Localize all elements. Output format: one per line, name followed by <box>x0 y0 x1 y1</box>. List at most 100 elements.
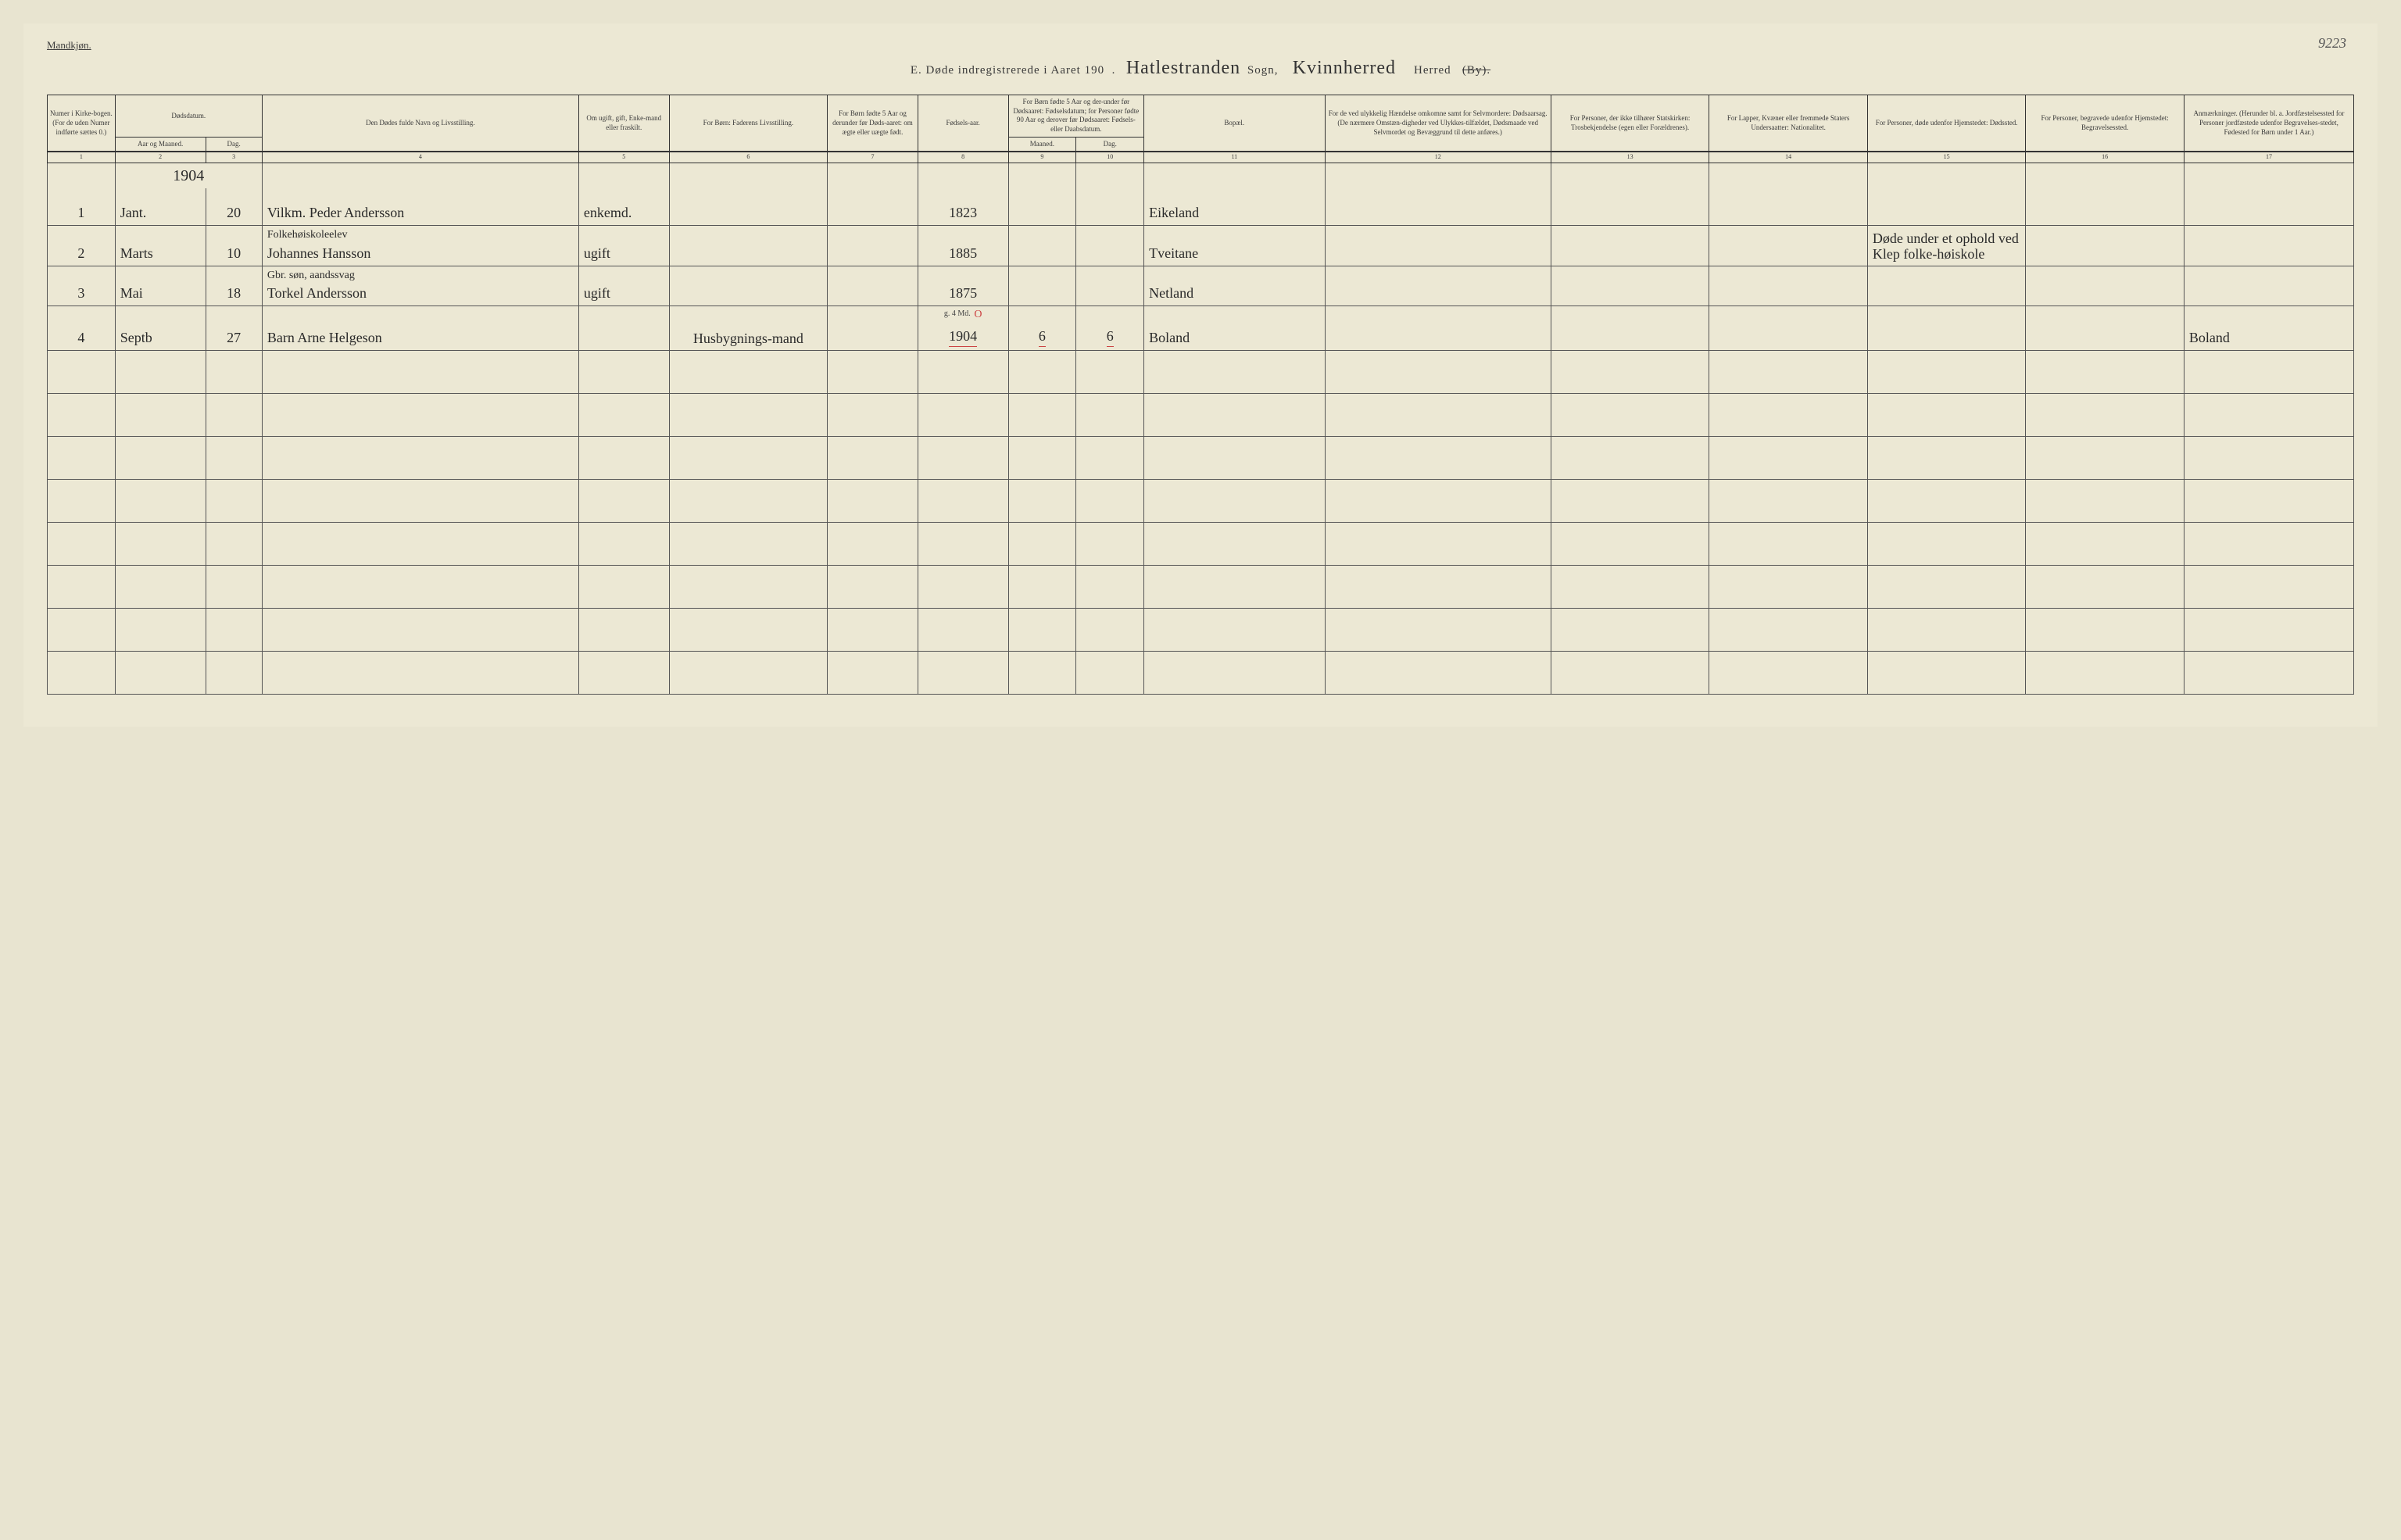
cell-residence: Boland <box>1144 306 1325 351</box>
header-c9-10: For Børn fødte 5 Aar og der-under før Dø… <box>1008 95 1144 138</box>
empty-row <box>48 437 2354 480</box>
herred-label: Herred <box>1414 64 1451 77</box>
cell-remarks <box>2184 188 2353 226</box>
cell-residence: Eikeland <box>1144 188 1325 226</box>
cell-faith <box>1551 266 1709 306</box>
cell-month: Septb <box>115 306 206 351</box>
header-c15: For Personer, døde udenfor Hjemstedet: D… <box>1867 95 2026 152</box>
header-c9: Maaned. <box>1008 137 1076 152</box>
b-month-text: 6 <box>1039 327 1046 347</box>
table-row: 2 Marts 10 Folkehøiskoleelev Johannes Ha… <box>48 226 2354 266</box>
colnum: 8 <box>918 152 1008 163</box>
cell-faith <box>1551 226 1709 266</box>
cell-nat <box>1709 306 1868 351</box>
header-c7: For Børn fødte 5 Aar og derunder før Død… <box>828 95 918 152</box>
colnum: 14 <box>1709 152 1868 163</box>
colnum: 15 <box>1867 152 2026 163</box>
cell-name: Barn Arne Helgeson <box>262 306 578 351</box>
cell-status: ugift <box>578 226 669 266</box>
cell-name: Gbr. søn, aandssvag Torkel Andersson <box>262 266 578 306</box>
cell-status: ugift <box>578 266 669 306</box>
sogn-name: Hatlestranden <box>1123 58 1243 78</box>
cell-faith <box>1551 188 1709 226</box>
cell-status: enkemd. <box>578 188 669 226</box>
by-struck: (By). <box>1462 64 1490 77</box>
cell-nat <box>1709 226 1868 266</box>
colnum: 11 <box>1144 152 1325 163</box>
table-row: 1 Jant. 20 Vilkm. Peder Andersson enkemd… <box>48 188 2354 226</box>
header-c17: Anmærkninger. (Herunder bl. a. Jordfæste… <box>2184 95 2353 152</box>
empty-row <box>48 351 2354 394</box>
cell-burial <box>2026 188 2185 226</box>
cell-legit <box>828 306 918 351</box>
header-c16: For Personer, begravede udenfor Hjemsted… <box>2026 95 2185 152</box>
empty-row <box>48 394 2354 437</box>
year-cell: 1904 <box>115 163 262 188</box>
cell-name: Folkehøiskoleelev Johannes Hansson <box>262 226 578 266</box>
header-c5: Om ugift, gift, Enke-mand eller fraskilt… <box>578 95 669 152</box>
register-table: Numer i Kirke-bogen. (For de uden Numer … <box>47 95 2354 695</box>
cell-b-day <box>1076 266 1144 306</box>
red-circle-icon: O <box>974 309 982 320</box>
cell-name: Vilkm. Peder Andersson <box>262 188 578 226</box>
table-head: Numer i Kirke-bogen. (For de uden Numer … <box>48 95 2354 163</box>
colnum: 13 <box>1551 152 1709 163</box>
register-page: 9223 Mandkjøn. E. Døde indregistrerede i… <box>23 23 2378 727</box>
year-row: 1904 <box>48 163 2354 188</box>
title-row: E. Døde indregistrerede i Aaret 190 . Ha… <box>47 58 2354 79</box>
colnum: 3 <box>206 152 262 163</box>
table-body: 1904 1 Jant. 20 Vilkm. Peder Andersson e… <box>48 163 2354 694</box>
page-number: 9223 <box>2318 35 2346 52</box>
header-c11: Bopæl. <box>1144 95 1325 152</box>
cell-residence: Tveitane <box>1144 226 1325 266</box>
colnum: 2 <box>115 152 206 163</box>
cell-b-month <box>1008 226 1076 266</box>
cell-cause <box>1325 306 1551 351</box>
cell-birth-year: 1823 <box>918 188 1008 226</box>
cell-day: 27 <box>206 306 262 351</box>
cell-nat <box>1709 266 1868 306</box>
colnum: 16 <box>2026 152 2185 163</box>
header-c10: Dag. <box>1076 137 1144 152</box>
empty-row <box>48 523 2354 566</box>
cell-legit <box>828 188 918 226</box>
header-c4: Den Dødes fulde Navn og Livsstilling. <box>262 95 578 152</box>
cell-burial <box>2026 266 2185 306</box>
name-text: Peder Andersson <box>310 205 404 220</box>
cell-day: 18 <box>206 266 262 306</box>
cell-num: 1 <box>48 188 116 226</box>
cell-father: Husbygnings-mand <box>669 306 828 351</box>
empty-row <box>48 480 2354 523</box>
cell-death-place <box>1867 306 2026 351</box>
colnum: 6 <box>669 152 828 163</box>
name-text: Johannes Hansson <box>267 245 371 261</box>
colnum: 12 <box>1325 152 1551 163</box>
cell-birth-year: 1885 <box>918 226 1008 266</box>
cell-month: Jant. <box>115 188 206 226</box>
cell-month: Mai <box>115 266 206 306</box>
cell-b-day <box>1076 188 1144 226</box>
cell-birth-year: 1875 <box>918 266 1008 306</box>
empty-row <box>48 609 2354 652</box>
empty-row <box>48 652 2354 695</box>
cell-residence: Netland <box>1144 266 1325 306</box>
colnum: 4 <box>262 152 578 163</box>
occupation-text: Vilkm. <box>267 205 306 220</box>
cell-cause <box>1325 266 1551 306</box>
cell-father <box>669 226 828 266</box>
cell-father <box>669 188 828 226</box>
cell-death-place <box>1867 266 2026 306</box>
cell-birth-year: g. 4 Md. O 1904 <box>918 306 1008 351</box>
header-c12: For de ved ulykkelig Hændelse omkomne sa… <box>1325 95 1551 152</box>
column-number-row: 1 2 3 4 5 6 7 8 9 10 11 12 13 14 15 16 1… <box>48 152 2354 163</box>
header-c2-3: Dødsdatum. <box>115 95 262 138</box>
name-text: Barn Arne Helgeson <box>267 330 382 345</box>
occupation-text: Folkehøiskoleelev <box>267 228 577 242</box>
cell-day: 10 <box>206 226 262 266</box>
cell-cause <box>1325 188 1551 226</box>
annotation-text: g. 4 Md. <box>944 309 971 318</box>
header-c14: For Lapper, Kvæner eller fremmede Stater… <box>1709 95 1868 152</box>
cell-month: Marts <box>115 226 206 266</box>
colnum: 9 <box>1008 152 1076 163</box>
birth-year-text: 1904 <box>949 327 977 347</box>
